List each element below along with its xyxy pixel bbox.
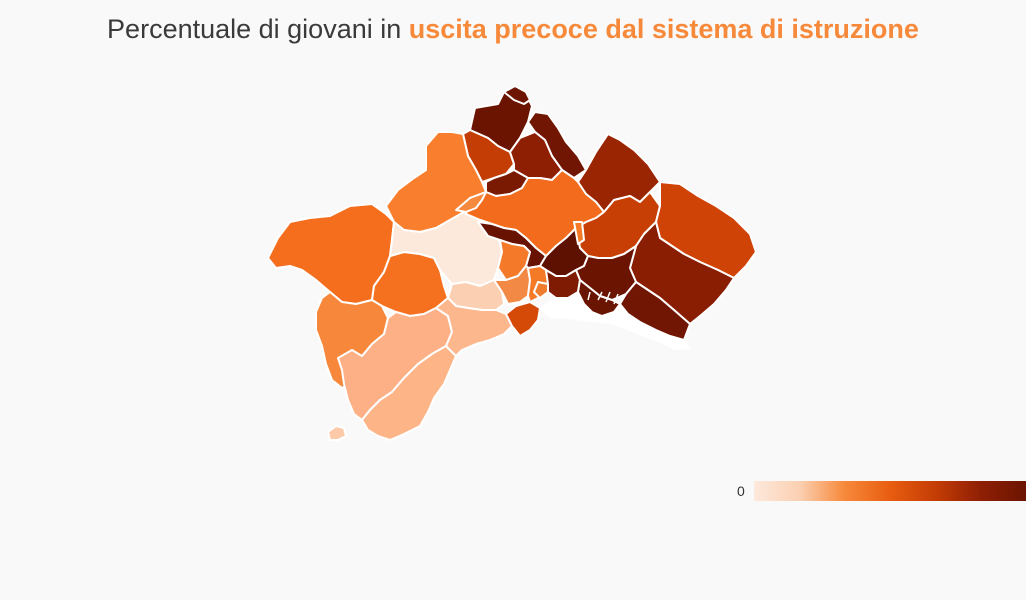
color-legend: 0 xyxy=(737,481,1026,501)
chart-title: Percentuale di giovani in uscita precoce… xyxy=(0,14,1026,45)
pier xyxy=(587,291,619,305)
title-highlight: uscita precoce dal sistema di istruzione xyxy=(408,14,919,44)
municipality-z23[interactable] xyxy=(361,345,457,441)
legend-min-label: 0 xyxy=(737,483,745,499)
title-prefix: Percentuale di giovani in xyxy=(107,14,409,44)
municipality-z35[interactable] xyxy=(573,221,585,245)
municipality-z26[interactable] xyxy=(327,425,347,441)
port-area xyxy=(539,291,691,351)
municipality-z27[interactable] xyxy=(505,301,541,337)
municipality-z32[interactable] xyxy=(503,85,531,105)
municipality-z33[interactable] xyxy=(455,191,487,213)
legend-gradient-bar xyxy=(754,481,1026,501)
municipality-z34[interactable] xyxy=(533,281,549,299)
municipality-z25[interactable] xyxy=(435,297,513,357)
